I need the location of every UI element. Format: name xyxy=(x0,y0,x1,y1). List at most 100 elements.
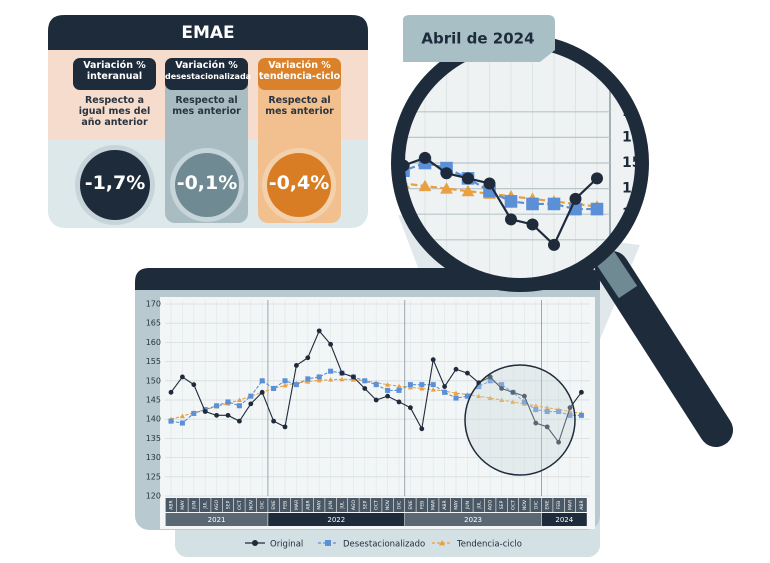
tag-line: interanual xyxy=(86,70,143,82)
point xyxy=(544,424,550,430)
tag xyxy=(165,58,248,90)
month-cell xyxy=(507,498,519,512)
value-circle xyxy=(175,153,239,217)
card-header xyxy=(48,15,368,50)
tag xyxy=(258,58,341,90)
point xyxy=(439,540,445,546)
x-tick-label: FEB xyxy=(556,501,562,510)
month-cell xyxy=(564,498,576,512)
month-cell xyxy=(199,498,211,512)
point xyxy=(214,403,220,409)
point xyxy=(465,370,470,376)
y-tick-label: 150 xyxy=(146,376,161,385)
month-cell xyxy=(450,498,462,512)
point xyxy=(237,418,242,424)
month-cell xyxy=(530,498,542,512)
year-label: 2023 xyxy=(464,516,482,524)
month-cell xyxy=(484,498,496,512)
x-tick-label: ENE xyxy=(271,500,277,509)
point xyxy=(214,412,220,418)
y-tick-label: 135 xyxy=(146,434,161,443)
point xyxy=(316,374,322,380)
point xyxy=(408,405,413,411)
point xyxy=(453,395,459,401)
point xyxy=(404,159,410,172)
point xyxy=(179,420,185,426)
month-cell xyxy=(268,498,279,512)
y-tick-label: 140 xyxy=(146,415,161,424)
x-tick-label: JUN xyxy=(328,501,334,510)
point xyxy=(419,426,425,432)
y-tick-label: 165 xyxy=(146,319,161,328)
point xyxy=(590,202,604,216)
point xyxy=(225,399,231,405)
point xyxy=(396,387,402,393)
x-tick-label: MAR xyxy=(294,499,300,510)
tag-line: desestacionalizada xyxy=(165,71,252,81)
x-tick-label: MAY xyxy=(454,500,460,510)
point xyxy=(430,382,436,388)
value: -0,1% xyxy=(176,172,238,194)
point xyxy=(556,409,562,415)
point xyxy=(487,374,493,380)
point xyxy=(453,390,459,396)
handle xyxy=(595,251,733,447)
legend-item: Desestacionalizado xyxy=(318,540,425,550)
x-tick-label: JUL xyxy=(476,501,482,510)
point xyxy=(10,167,23,178)
x-tick-label: OCT xyxy=(237,500,243,510)
point xyxy=(547,197,561,211)
point xyxy=(430,357,436,363)
month-cell xyxy=(256,498,268,512)
point xyxy=(505,213,517,226)
point xyxy=(225,412,231,418)
legend-label: Desestacionalizado xyxy=(343,540,425,550)
year-cell xyxy=(165,513,268,526)
point xyxy=(191,382,197,388)
point xyxy=(271,418,276,424)
point xyxy=(32,163,45,174)
point xyxy=(442,389,448,395)
month-cell xyxy=(188,498,200,512)
x-tick-label: JUN xyxy=(191,501,197,510)
point xyxy=(556,439,561,445)
point xyxy=(419,382,425,388)
point xyxy=(32,218,44,230)
point xyxy=(567,405,573,411)
point xyxy=(504,195,518,208)
point xyxy=(487,378,493,384)
point xyxy=(328,377,334,382)
x-tick-label: AGO xyxy=(214,500,220,511)
point xyxy=(533,403,539,408)
point xyxy=(591,172,603,185)
point xyxy=(282,378,288,384)
point xyxy=(32,157,45,170)
month-cell xyxy=(211,498,222,512)
year-label: 2022 xyxy=(327,516,345,524)
month-cell xyxy=(234,498,245,512)
point xyxy=(526,197,539,211)
point xyxy=(476,393,482,399)
tag-label: Variación % desestacionalizada xyxy=(165,60,252,81)
point xyxy=(305,355,311,361)
tag-line: tendencia-ciclo xyxy=(258,70,341,82)
point xyxy=(0,172,1,184)
legend-item: Tendencia-ciclo xyxy=(432,540,522,550)
x-tick-label: JUN xyxy=(465,501,471,510)
point xyxy=(328,368,334,374)
point xyxy=(11,211,23,223)
point xyxy=(419,385,425,391)
description: Respecto a igual mes del año anterior xyxy=(78,95,151,128)
month-cell xyxy=(462,498,473,512)
point xyxy=(533,420,539,426)
description: Respecto al mes anterior xyxy=(265,95,334,117)
point xyxy=(362,386,368,391)
point xyxy=(305,376,311,382)
year-label: 2021 xyxy=(208,516,226,524)
y-tick-label: 125 xyxy=(146,472,161,481)
x-tick-label: AGO xyxy=(488,500,494,511)
x-tick-label: DIC xyxy=(533,501,539,509)
legend-item: Original xyxy=(245,540,303,550)
value: -0,4% xyxy=(268,172,330,194)
